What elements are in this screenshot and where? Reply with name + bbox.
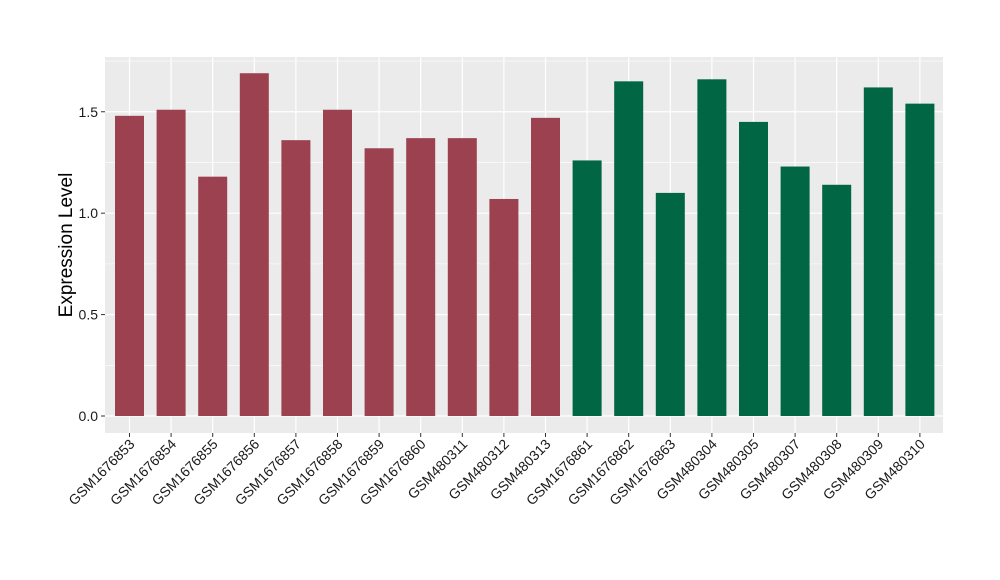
bars [115, 73, 935, 417]
bar [531, 117, 560, 416]
y-tick-label: 1.5 [79, 104, 99, 120]
bar [739, 121, 768, 416]
y-axis-ticks: 0.0 0.5 1.0 1.5 [79, 104, 105, 424]
bar [156, 109, 186, 416]
x-axis-ticks: GSM1676853GSM1676854GSM1676855GSM1676856… [65, 433, 928, 508]
bar [323, 109, 352, 416]
bar [905, 103, 935, 416]
bar [614, 81, 644, 416]
bar [655, 192, 685, 416]
bar [239, 73, 269, 417]
y-axis-title: Expression Level [56, 173, 77, 318]
bar [281, 140, 311, 416]
bar [447, 138, 477, 416]
bar [863, 87, 893, 416]
bar [198, 176, 228, 416]
bar [780, 166, 810, 416]
bar [697, 79, 727, 417]
y-tick-label: 1.0 [79, 205, 99, 221]
bar [115, 115, 144, 416]
plot-panel [105, 57, 943, 433]
y-tick-label: 0.5 [79, 307, 99, 323]
bar [572, 160, 602, 416]
bar [406, 138, 436, 416]
bar [822, 184, 852, 416]
bar [364, 148, 394, 416]
y-tick-label: 0.0 [79, 408, 99, 424]
bar [489, 198, 519, 416]
